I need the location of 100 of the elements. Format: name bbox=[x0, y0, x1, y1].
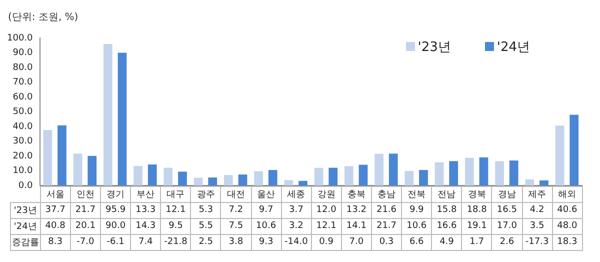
bar bbox=[284, 180, 294, 186]
text: 18.3 bbox=[552, 234, 582, 250]
bar bbox=[495, 161, 504, 186]
bar bbox=[134, 166, 142, 186]
bar bbox=[449, 161, 458, 186]
text: 0.3 bbox=[371, 234, 402, 250]
bar bbox=[374, 154, 384, 186]
bar bbox=[344, 166, 354, 186]
data-label: 18.8 bbox=[462, 202, 492, 218]
data-label: 16.6 bbox=[432, 218, 462, 234]
text: 9.3 bbox=[251, 234, 282, 250]
data-label: 16.5 bbox=[492, 202, 522, 218]
bar bbox=[509, 160, 518, 186]
bar bbox=[540, 180, 548, 186]
bar bbox=[178, 172, 187, 186]
data-label: 90.0 bbox=[100, 218, 131, 234]
y-tick-label: 100.0 bbox=[7, 33, 34, 44]
bar bbox=[358, 164, 368, 186]
x-tick-label: 인천 bbox=[70, 186, 100, 202]
text: -7.0 bbox=[70, 234, 100, 250]
data-label: 9.9 bbox=[402, 202, 432, 218]
data-label: 4.2 bbox=[522, 202, 552, 218]
bar bbox=[464, 158, 474, 186]
x-tick-label: 충남 bbox=[371, 186, 402, 202]
bar bbox=[419, 170, 428, 186]
y-tick-label: 20.0 bbox=[12, 151, 34, 162]
x-tick-label: 대전 bbox=[220, 186, 252, 202]
bar bbox=[58, 125, 66, 186]
data-label: 21.7 bbox=[70, 202, 100, 218]
data-label: 15.8 bbox=[432, 202, 462, 218]
x-tick-label: 경북 bbox=[462, 186, 492, 202]
text: 2.6 bbox=[492, 234, 522, 250]
text: -14.0 bbox=[281, 234, 312, 250]
text: 4.9 bbox=[432, 234, 462, 250]
data-label: 3.7 bbox=[281, 202, 312, 218]
text: -6.1 bbox=[100, 234, 131, 250]
data-label: 21.6 bbox=[371, 202, 402, 218]
data-label: 3.5 bbox=[522, 218, 552, 234]
bar bbox=[388, 154, 398, 186]
y-tick-label: 0.0 bbox=[18, 180, 34, 191]
data-label: 12.1 bbox=[160, 202, 191, 218]
data-label: 40.6 bbox=[552, 202, 582, 218]
bar bbox=[298, 180, 308, 186]
bar bbox=[404, 170, 414, 186]
data-label: 20.1 bbox=[70, 218, 100, 234]
x-tick-label: 전북 bbox=[402, 186, 432, 202]
bar bbox=[570, 114, 579, 186]
data-label: 13.2 bbox=[341, 202, 372, 218]
x-tick-label: 제주 bbox=[522, 186, 552, 202]
bar bbox=[224, 174, 233, 186]
bar bbox=[118, 52, 127, 186]
text: 3.8 bbox=[220, 234, 252, 250]
x-tick-label: 세종 bbox=[281, 186, 312, 202]
data-label: 95.9 bbox=[100, 202, 131, 218]
data-label: 13.3 bbox=[130, 202, 161, 218]
x-tick-label: 충북 bbox=[341, 186, 372, 202]
bar bbox=[254, 171, 263, 186]
bar bbox=[525, 179, 534, 186]
text: 7.0 bbox=[341, 234, 372, 250]
bar bbox=[103, 44, 112, 186]
bar bbox=[73, 154, 82, 186]
bar bbox=[238, 174, 248, 186]
data-label: 10.6 bbox=[251, 218, 282, 234]
x-tick-label: 해외 bbox=[552, 186, 582, 202]
bar bbox=[208, 177, 218, 186]
data-label: 14.3 bbox=[130, 218, 161, 234]
bar bbox=[434, 162, 444, 186]
y-tick-label: 90.0 bbox=[12, 48, 34, 58]
data-label: 40.8 bbox=[40, 218, 70, 234]
data-label: 9.7 bbox=[251, 202, 282, 218]
text: '23년 bbox=[14, 206, 37, 216]
bar bbox=[88, 156, 97, 186]
x-tick-label: 강원 bbox=[311, 186, 342, 202]
data-label: 10.6 bbox=[402, 218, 432, 234]
y-tick-label: 40.0 bbox=[12, 122, 34, 132]
text: -21.8 bbox=[160, 234, 191, 250]
data-label: 17.0 bbox=[492, 218, 522, 234]
data-label: 7.2 bbox=[220, 202, 252, 218]
y-tick-label: 30.0 bbox=[12, 136, 34, 147]
y-tick-label: 50.0 bbox=[12, 107, 34, 118]
bar bbox=[328, 168, 338, 186]
bar bbox=[43, 130, 52, 186]
data-label: 7.5 bbox=[220, 218, 252, 234]
x-tick-label: 광주 bbox=[190, 186, 221, 202]
y-tick-label: 10.0 bbox=[12, 166, 34, 176]
bar bbox=[148, 164, 157, 186]
data-label: 19.1 bbox=[462, 218, 492, 234]
text: 6.6 bbox=[402, 234, 432, 250]
data-label: 21.7 bbox=[371, 218, 402, 234]
text: '24년 bbox=[14, 222, 37, 232]
x-tick-label: 부산 bbox=[130, 186, 161, 202]
legend-label: '23년 bbox=[416, 39, 451, 56]
legend-label: '24년 bbox=[496, 39, 530, 56]
text: 8.3 bbox=[40, 234, 70, 250]
text: 증감률 bbox=[10, 234, 40, 250]
bar bbox=[479, 157, 488, 186]
text: 1.7 bbox=[462, 234, 492, 250]
text: 7.4 bbox=[130, 234, 161, 250]
x-tick-label: 울산 bbox=[251, 186, 282, 202]
x-tick-label: 전남 bbox=[432, 186, 462, 202]
